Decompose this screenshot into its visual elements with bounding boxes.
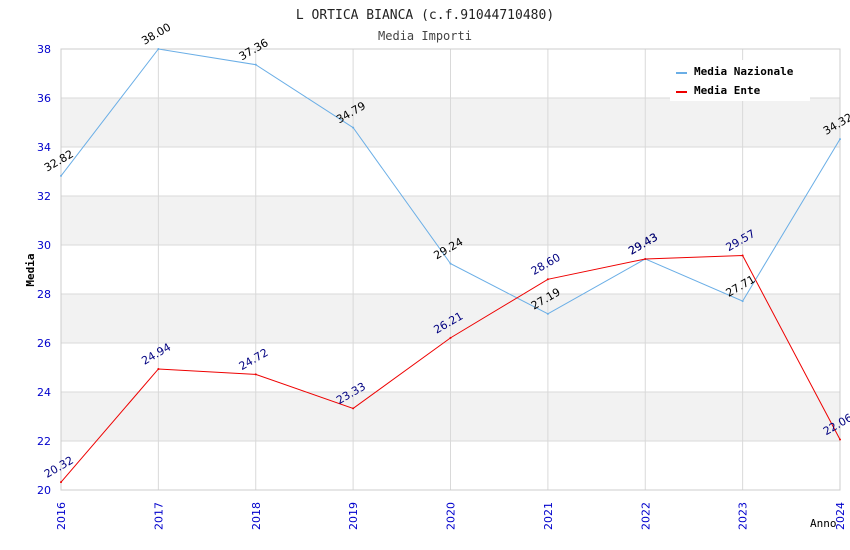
data-point bbox=[60, 481, 62, 484]
y-tick-label: 26 bbox=[37, 337, 51, 350]
data-point bbox=[254, 63, 257, 66]
chart-title: L ORTICA BIANCA (c.f.91044710480) bbox=[296, 8, 554, 23]
data-point bbox=[60, 174, 62, 177]
legend-box bbox=[670, 60, 810, 101]
legend: Media Nazionale Media Ente bbox=[670, 60, 810, 101]
data-point bbox=[254, 373, 257, 376]
x-tick-label: 2023 bbox=[737, 502, 750, 530]
y-tick-label: 32 bbox=[37, 190, 51, 203]
data-point bbox=[449, 262, 452, 265]
x-tick-label: 2021 bbox=[542, 502, 555, 530]
plot-frame bbox=[60, 48, 841, 491]
series-lines bbox=[60, 48, 841, 484]
data-point bbox=[741, 254, 744, 257]
y-tick-label: 30 bbox=[37, 239, 51, 252]
legend-label-ente: Media Ente bbox=[694, 84, 761, 97]
data-point bbox=[157, 48, 160, 50]
y-tick-label: 28 bbox=[37, 288, 51, 301]
data-point bbox=[741, 300, 744, 303]
data-point bbox=[839, 138, 841, 141]
data-point bbox=[449, 336, 452, 339]
x-tick-label: 2024 bbox=[834, 502, 847, 530]
data-point bbox=[352, 407, 355, 410]
data-point bbox=[644, 257, 647, 260]
x-tick-label: 2018 bbox=[250, 502, 263, 530]
x-tick-label: 2020 bbox=[445, 502, 458, 530]
y-tick-label: 20 bbox=[37, 484, 51, 497]
x-axis-label: Anno bbox=[810, 517, 837, 530]
data-point bbox=[546, 312, 549, 315]
y-tick-label: 34 bbox=[37, 141, 51, 154]
data-point bbox=[546, 278, 549, 281]
x-tick-label: 2022 bbox=[639, 502, 652, 530]
y-tick-label: 36 bbox=[37, 92, 51, 105]
chart-subtitle: Media Importi bbox=[378, 29, 472, 43]
data-point bbox=[839, 438, 841, 441]
x-tick-label: 2017 bbox=[152, 502, 165, 530]
x-tick-label: 2019 bbox=[347, 502, 360, 530]
y-tick-label: 24 bbox=[37, 386, 51, 399]
data-point bbox=[157, 367, 160, 370]
y-tick-label: 38 bbox=[37, 43, 51, 56]
y-tick-label: 22 bbox=[37, 435, 51, 448]
data-point bbox=[352, 126, 355, 129]
y-axis-label: Media bbox=[24, 253, 37, 286]
legend-label-nazionale: Media Nazionale bbox=[694, 65, 794, 78]
x-tick-label: 2016 bbox=[55, 502, 68, 530]
